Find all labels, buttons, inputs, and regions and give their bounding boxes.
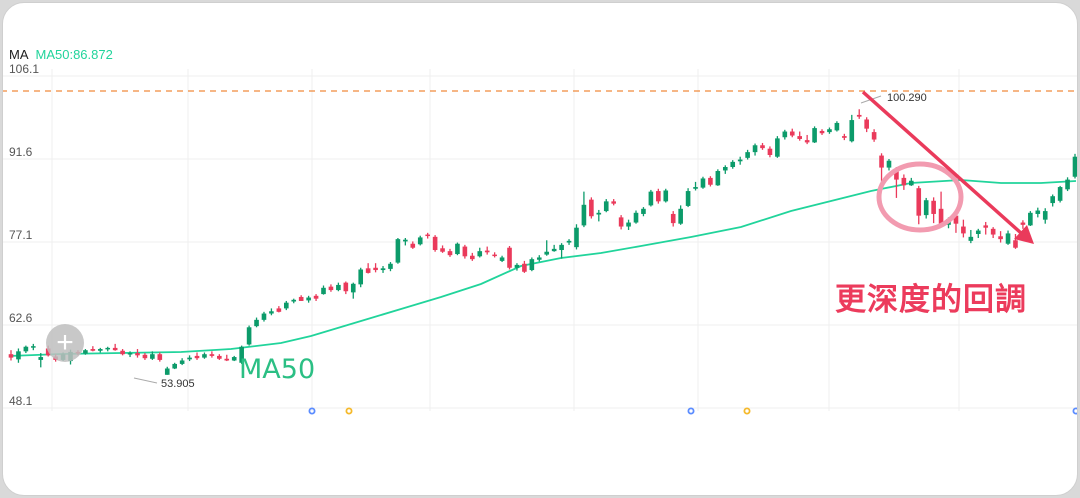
pullback-circle bbox=[876, 161, 964, 233]
event-dot[interactable] bbox=[308, 407, 316, 415]
add-button[interactable]: + bbox=[46, 324, 84, 362]
ma50-annotation: MA50 bbox=[239, 354, 316, 385]
y-axis-tick-label: 106.1 bbox=[9, 62, 39, 76]
low-leader-line bbox=[133, 377, 158, 384]
y-axis-labels: 106.1 91.6 77.1 62.6 48.1 bbox=[9, 62, 39, 408]
y-axis-tick-label: 77.1 bbox=[9, 228, 33, 242]
ma50-line bbox=[8, 179, 1077, 357]
grid-lines bbox=[3, 69, 1077, 411]
event-dot[interactable] bbox=[345, 407, 353, 415]
event-dots bbox=[308, 407, 1077, 415]
downtrend-arrow-head-icon bbox=[1014, 225, 1034, 244]
candlestick-chart[interactable]: 106.1 91.6 77.1 62.6 48.1 100.290 53.905 bbox=[3, 3, 1077, 495]
event-dot[interactable] bbox=[687, 407, 695, 415]
y-axis-tick-label: 48.1 bbox=[9, 394, 33, 408]
y-axis-tick-label: 91.6 bbox=[9, 145, 33, 159]
low-price-label: 53.905 bbox=[161, 378, 195, 390]
high-price-label: 100.290 bbox=[887, 92, 927, 104]
y-axis-tick-label: 62.6 bbox=[9, 311, 33, 325]
indicator-legend: MA MA50:86.872 bbox=[9, 47, 113, 62]
event-dot[interactable] bbox=[743, 407, 751, 415]
legend-ma50-value: MA50:86.872 bbox=[35, 47, 113, 62]
legend-indicator-name[interactable]: MA bbox=[9, 47, 29, 62]
candles bbox=[8, 109, 1077, 375]
plus-icon: + bbox=[56, 326, 74, 359]
pullback-annotation: 更深度的回調 bbox=[835, 282, 1027, 318]
downtrend-arrow-line bbox=[861, 90, 1023, 235]
event-dot[interactable] bbox=[1072, 407, 1077, 415]
